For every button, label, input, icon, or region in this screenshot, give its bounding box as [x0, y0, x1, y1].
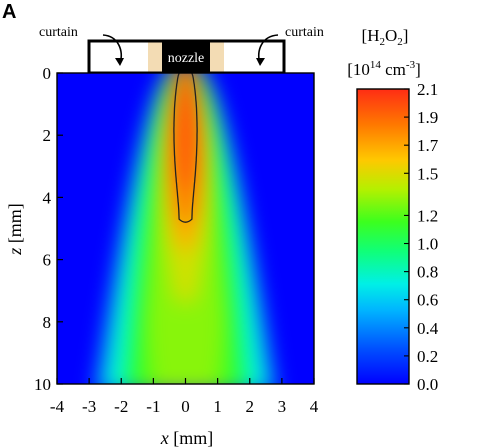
colorbar-ticks: 2.1 1.9 1.7 1.5 1.2 1.0 0.8 0.6 0.4 0.2 0.0 — [404, 80, 439, 394]
colorbar-tick-label: 1.9 — [417, 108, 438, 127]
curtain-left-label: curtain — [39, 25, 78, 40]
x-axis-label: x [mm] — [160, 428, 214, 447]
colorbar-tick-label: 1.2 — [417, 206, 438, 225]
x-tick-label: -1 — [146, 397, 160, 416]
contour-line — [173, 73, 198, 223]
insulator-right — [210, 42, 224, 72]
y-tick-label: 4 — [43, 188, 52, 207]
x-tick-label: 1 — [213, 397, 222, 416]
x-tick-label: 0 — [181, 397, 190, 416]
colorbar-unit: [1014 cm-3] — [347, 59, 421, 79]
curtain-arrow-left-head — [115, 58, 124, 66]
heatmap-layers — [95, 73, 276, 384]
x-tick-label: -2 — [114, 397, 128, 416]
y-axis-label: z [mm] — [5, 203, 25, 256]
curtain-right-label: curtain — [285, 25, 324, 40]
heatmap-level-9 — [176, 73, 195, 384]
colorbar-tick-label: 0.0 — [417, 375, 438, 394]
colorbar-tick-label: 1.0 — [417, 235, 438, 254]
colorbar-tick-label: 2.1 — [417, 80, 438, 99]
x-tick-label: 4 — [310, 397, 319, 416]
nozzle-block — [162, 41, 210, 73]
panel-letter: A — [2, 1, 16, 23]
colorbar-tick-label: 1.5 — [417, 164, 438, 183]
y-tick-label: 10 — [34, 375, 51, 394]
nozzle-schematic: nozzle curtain curtain — [39, 25, 324, 75]
colorbar-tick-label: 0.4 — [417, 319, 439, 338]
colorbar-title: [H2O2] — [362, 26, 409, 48]
y-axis: 0 2 4 6 8 10 — [34, 64, 63, 394]
colorbar-tick-label: 0.2 — [417, 347, 438, 366]
colorbar: [H2O2] [1014 cm-3] 2.1 1.9 1.7 1.5 1.2 1.0 0.8… — [347, 26, 439, 394]
colorbar-tick-label: 0.6 — [417, 291, 438, 310]
x-tick-label: -4 — [50, 397, 65, 416]
y-tick-label: 6 — [43, 251, 52, 270]
colorbar-tick-label: 1.7 — [417, 136, 439, 155]
colorbar-gradient — [356, 88, 410, 385]
x-tick-label: 2 — [246, 397, 255, 416]
heatmap — [57, 73, 314, 384]
x-tick-label: -3 — [82, 397, 96, 416]
y-tick-label: 2 — [43, 126, 52, 145]
colorbar-tick-label: 0.8 — [417, 263, 438, 282]
x-axis: -4 -3 -2 -1 0 1 2 3 4 — [50, 378, 319, 416]
insulator-left — [148, 42, 162, 72]
y-tick-label: 8 — [43, 313, 52, 332]
y-tick-label: 0 — [43, 64, 52, 83]
x-tick-label: 3 — [278, 397, 287, 416]
nozzle-label: nozzle — [168, 51, 205, 66]
curtain-arrow-right-head — [256, 58, 265, 66]
